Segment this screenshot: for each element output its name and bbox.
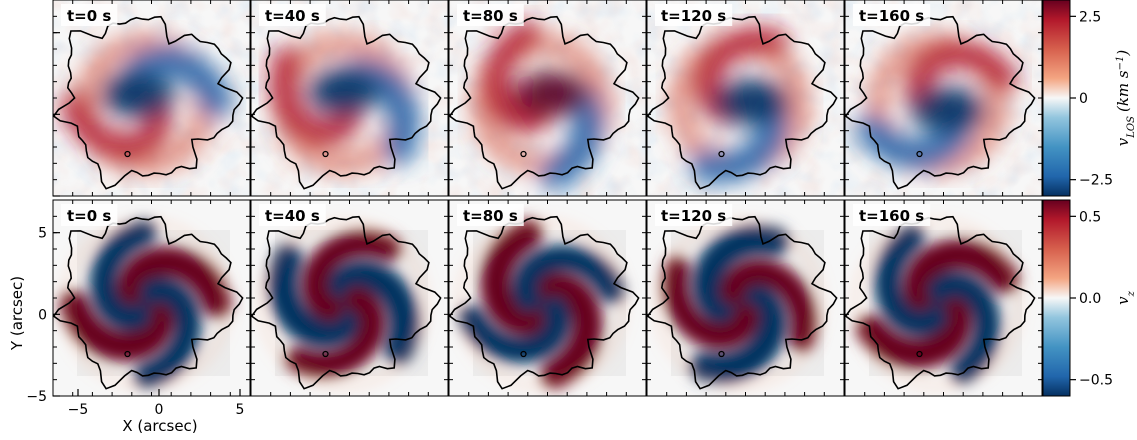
axes-labels: Y (arcsec) X (arcsec) xyxy=(8,276,198,435)
panel-title: t=120 s xyxy=(661,207,726,225)
panel-title: t=80 s xyxy=(463,207,518,225)
ring-structure xyxy=(60,33,233,175)
axis-ticks: −5 0 5 5 0 −5 xyxy=(26,32,245,418)
panel-title-bg xyxy=(853,204,931,226)
heatmap-field xyxy=(53,0,250,196)
panel-vlos-4: t=160 s xyxy=(844,0,1043,197)
contour-line xyxy=(53,15,244,190)
contour-line xyxy=(449,15,640,190)
panel-vlos-3: t=120 s xyxy=(646,0,845,197)
panel-title: t=40 s xyxy=(265,207,320,225)
colorbar-label: vLOS(km s−1) xyxy=(1114,50,1137,147)
y-tick-label: 5 xyxy=(38,226,47,242)
small-contour xyxy=(718,350,725,358)
heatmap-field xyxy=(845,200,1042,396)
panel-title-bg xyxy=(457,204,524,226)
colorbar-label: vz xyxy=(1114,290,1137,304)
small-contour xyxy=(322,350,329,358)
spiral-model xyxy=(58,219,233,389)
x-tick-label: 0 xyxy=(155,402,164,418)
colorbar-gradient xyxy=(1042,0,1071,197)
panel-vlos-1: t=40 s xyxy=(250,0,449,197)
heatmap-field xyxy=(251,0,448,196)
panel-title-bg xyxy=(61,204,118,226)
small-contour xyxy=(322,150,329,158)
panel-vz-3: t=120 s xyxy=(646,199,845,397)
small-contour xyxy=(124,350,131,358)
contour-line xyxy=(647,215,838,390)
contour-line xyxy=(845,215,1036,390)
colorbar-tick-label: 0 xyxy=(1079,91,1088,107)
heatmap-field xyxy=(647,200,844,396)
colorbar-tick-label: 0.0 xyxy=(1079,291,1101,307)
x-tick-label: 5 xyxy=(236,402,245,418)
small-contour xyxy=(916,350,923,358)
panel-title: t=80 s xyxy=(463,7,518,25)
panel-title: t=160 s xyxy=(859,7,924,25)
panel-title-bg xyxy=(655,4,733,26)
contour-line xyxy=(53,215,244,390)
y-axis-label: Y (arcsec) xyxy=(8,276,26,351)
heatmap-field xyxy=(647,0,844,196)
panel-title: t=160 s xyxy=(859,207,924,225)
colorbar-vlos: 2.5 0 −2.5 vLOS(km s−1) xyxy=(1042,0,1137,197)
small-contour xyxy=(520,150,527,158)
panel-title: t=120 s xyxy=(661,7,726,25)
colorbar-gradient xyxy=(1042,199,1071,397)
heatmap-field xyxy=(53,200,250,396)
small-contour xyxy=(718,150,725,158)
panel-vz-2: t=80 s xyxy=(448,199,647,397)
panel-vlos-0: t=0 s xyxy=(52,0,251,197)
panel-title: t=0 s xyxy=(67,207,111,225)
colorbars: 2.5 0 −2.5 vLOS(km s−1) 0.5 0.0 −0.5 vz xyxy=(1042,0,1137,397)
y-tick-label: 0 xyxy=(38,307,47,323)
contour-line xyxy=(845,15,1036,190)
colorbar-tick-label: −0.5 xyxy=(1079,373,1113,389)
small-contour xyxy=(520,350,527,358)
colorbar-tick-label: 2.5 xyxy=(1079,9,1101,25)
ring-structure xyxy=(855,33,1018,175)
panel-title: t=0 s xyxy=(67,7,111,25)
heatmap-field xyxy=(251,200,448,396)
panel-vz-1: t=40 s xyxy=(250,199,449,397)
spiral-model xyxy=(457,218,626,390)
colorbar-tick-label: −2.5 xyxy=(1079,173,1113,189)
colorbar-vz: 0.5 0.0 −0.5 vz xyxy=(1042,199,1137,397)
heatmap-field xyxy=(449,200,646,396)
panel-title: t=40 s xyxy=(265,7,320,25)
heatmap-field xyxy=(449,0,646,196)
ring-structure xyxy=(668,26,811,184)
spiral-model xyxy=(655,219,824,389)
small-contour xyxy=(124,150,131,158)
panel-title-bg xyxy=(655,204,733,226)
panel-vz-4: t=160 s xyxy=(844,199,1043,397)
ring-structure xyxy=(470,20,613,190)
panel-vlos-2: t=80 s xyxy=(448,0,647,197)
y-tick-label: −5 xyxy=(26,389,47,405)
contour-line xyxy=(647,15,838,190)
contour-line xyxy=(251,15,442,190)
colorbar-tick-label: 0.5 xyxy=(1079,209,1101,225)
ring-structure xyxy=(269,33,420,175)
spiral-model xyxy=(259,219,428,389)
panels-group: t=0 s t=40 s t=80 s t=120 s t=160 s t=0 s t=40… xyxy=(26,0,1043,418)
panel-title-bg xyxy=(61,4,118,26)
panel-title-bg xyxy=(259,4,326,26)
spiral-model xyxy=(853,219,1022,389)
heatmap-field xyxy=(845,0,1042,196)
contour-line xyxy=(251,215,442,390)
panel-title-bg xyxy=(457,4,524,26)
x-axis-label: X (arcsec) xyxy=(122,417,197,435)
small-contour xyxy=(916,150,923,158)
panel-title-bg xyxy=(853,4,931,26)
contour-line xyxy=(449,215,640,390)
panel-title-bg xyxy=(259,204,326,226)
panel-vz-0: t=0 s xyxy=(52,199,251,397)
x-tick-label: −5 xyxy=(68,402,89,418)
